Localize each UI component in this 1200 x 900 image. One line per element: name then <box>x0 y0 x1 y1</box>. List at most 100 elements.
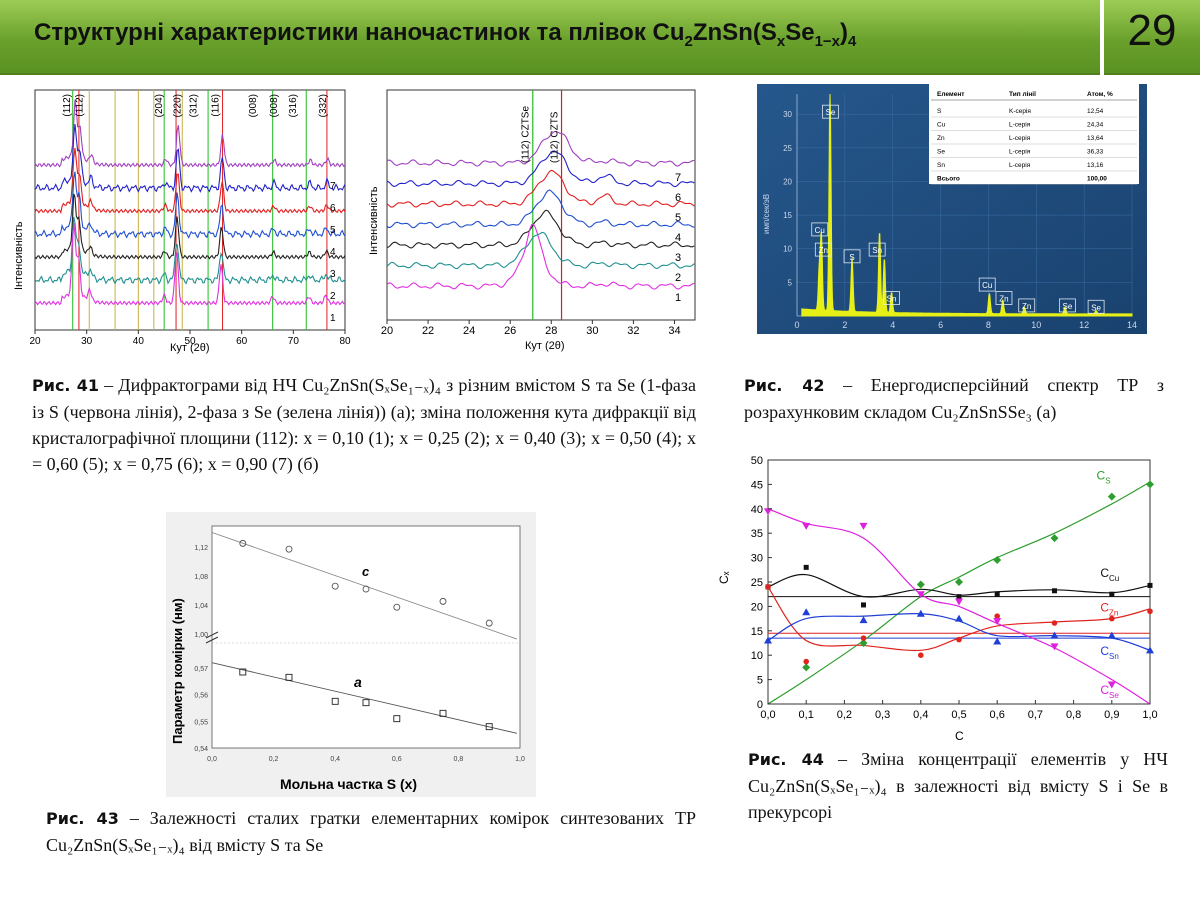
eds-table-cell: Se <box>937 149 945 156</box>
concentration-point-CCu <box>1109 591 1115 597</box>
concentration-xtick: 0,4 <box>913 709 928 721</box>
lattice-ytick: 0,56 <box>194 693 208 700</box>
fig43-caption: Рис. 43 – Залежності сталих гратки елеме… <box>46 805 696 858</box>
fig44-caption: Рис. 44 – Зміна концентрації елементів у… <box>748 746 1168 825</box>
concentration-point-CZn <box>918 652 924 658</box>
concentration-point-CSn <box>955 614 963 622</box>
xrd-right-curve-label: 1 <box>675 292 681 304</box>
xrd-left-curve <box>34 124 346 193</box>
xrd-left-curve <box>34 193 346 260</box>
eds-table-header: Тип лінії <box>1009 90 1036 98</box>
eds-table-cell: Cu <box>937 122 946 129</box>
lattice-point-a <box>331 697 339 705</box>
eds-peak-label: Zn <box>1022 302 1031 311</box>
concentration-point-CCu <box>803 564 809 570</box>
concentration-point-CZn <box>994 613 1000 619</box>
fig44-caption-label: Рис. 44 <box>748 750 824 769</box>
concentration-point-CSe <box>955 598 963 606</box>
lattice-xtick: 0,2 <box>269 756 279 763</box>
lattice-point-a <box>485 723 493 731</box>
concentration-point-CZn <box>765 584 771 590</box>
eds-peak-label: Se <box>1062 302 1072 311</box>
concentration-xtick: 1,0 <box>1142 709 1157 721</box>
fig42-caption-label: Рис. 42 <box>744 376 825 395</box>
xrd-right-xtick: 32 <box>627 325 639 337</box>
xrd-left-curve <box>34 171 346 239</box>
concentration-series-label: CS <box>1097 469 1111 486</box>
xrd-right-curve <box>386 169 695 208</box>
xrd-left-peak-label: (008) <box>248 94 259 117</box>
lattice-xlabel: Мольна частка S (x) <box>280 776 417 792</box>
concentration-series-label: CSe <box>1100 683 1119 700</box>
lattice-point-a <box>362 699 370 707</box>
concentration-point-CS <box>955 578 963 586</box>
xrd-left-curve <box>34 222 346 306</box>
eds-table-cell: 24,34 <box>1087 122 1104 129</box>
eds-table-cell: 13,64 <box>1087 135 1104 142</box>
xrd-left-curve-label: 3 <box>330 269 336 280</box>
concentration-ytick: 0 <box>757 699 763 711</box>
concentration-ytick: 5 <box>757 675 763 687</box>
lattice-ytick: 0,57 <box>194 666 208 673</box>
xrd-right-curve-label: 6 <box>675 192 681 204</box>
xrd-right-peak-label: (112) CZTSe <box>521 106 532 163</box>
slide-number: 29 <box>1127 6 1177 55</box>
xrd-left-curve <box>34 216 346 285</box>
xrd-right-xtick: 34 <box>668 325 680 337</box>
concentration-point-CS <box>1146 480 1154 489</box>
fig43-caption-label: Рис. 43 <box>46 809 119 828</box>
concentration-point-CSe <box>1050 643 1059 651</box>
concentration-point-CSn <box>859 616 868 624</box>
lattice-fit-c <box>211 532 518 640</box>
lattice-point-c <box>239 539 247 547</box>
lattice-xtick: 0,8 <box>454 756 464 763</box>
eds-table-cell: L-серія <box>1009 121 1031 129</box>
eds-ytick: 15 <box>783 211 792 220</box>
lattice-ytick: 0,55 <box>194 719 208 726</box>
xrd-left-curve-label: 4 <box>330 247 336 258</box>
concentration-point-CSe <box>802 522 811 530</box>
eds-table-cell: K-серія <box>1009 107 1031 115</box>
eds-spectrum: Se Cu Zn S Sn Sn Cu Zn Zn Se Se 0 2 4 6 8 10 12 14 5 10 15 20… <box>757 84 1147 334</box>
concentration-xtick: 0,3 <box>875 709 890 721</box>
xrd-left-xtick: 20 <box>29 336 41 347</box>
concentration-ytick: 25 <box>751 577 763 589</box>
eds-table-cell: Zn <box>937 135 945 142</box>
concentration-series-label: CCu <box>1100 566 1119 583</box>
lattice-chart: 0,0 0,2 0,4 0,6 0,8 1,0 1,12 1,08 1,04 1,00 0,57 0,… <box>166 512 536 797</box>
lattice-ytick: 1,04 <box>194 603 208 610</box>
xrd-right-curve-label: 5 <box>675 212 681 224</box>
concentration-point-CS <box>802 663 811 672</box>
lattice-ytick: 1,12 <box>194 545 208 552</box>
concentration-series-label: CSn <box>1100 644 1118 661</box>
xrd-right-curve <box>386 231 695 270</box>
concentration-point-CSn <box>764 636 772 644</box>
concentration-point-CZn <box>803 658 809 665</box>
concentration-point-CZn <box>956 636 962 643</box>
eds-ytick: 20 <box>783 177 792 186</box>
lattice-xtick: 0,6 <box>392 756 402 763</box>
xrd-left-curve-label: 5 <box>330 225 336 236</box>
xrd-right-curve-label: 3 <box>675 252 681 264</box>
eds-xtick: 8 <box>986 320 991 330</box>
eds-table-cell: L-серія <box>1009 134 1031 142</box>
eds-table: Елемент Тип лінії Атом, % S K-серія 12,54 Cu L-… <box>929 84 1139 185</box>
xrd-left-curve <box>34 147 346 215</box>
concentration-ytick: 40 <box>751 504 763 516</box>
concentration-point-CSn <box>993 637 1002 645</box>
concentration-curve-CS <box>767 481 1151 705</box>
fig42-caption: Рис. 42 – Енергодисперсійний спектр ТР з… <box>744 372 1164 425</box>
xrd-left-curve <box>34 99 346 168</box>
concentration-point-CSn <box>1146 646 1154 654</box>
eds-table-cell: Всього <box>937 176 960 183</box>
xrd-left-xtick: 40 <box>133 336 145 347</box>
concentration-point-CS <box>1050 534 1059 543</box>
xrd-right-xtick: 26 <box>504 325 516 337</box>
concentration-point-CSn <box>1107 631 1116 639</box>
eds-peak-label: Sn <box>887 295 897 304</box>
xrd-left-xtick: 50 <box>184 336 196 347</box>
concentration-point-CZn <box>1051 620 1058 626</box>
eds-table-cell: L-серія <box>1009 148 1031 156</box>
xrd-left-ylabel: Інтенсивність <box>13 221 25 290</box>
xrd-right-curve <box>386 209 695 249</box>
